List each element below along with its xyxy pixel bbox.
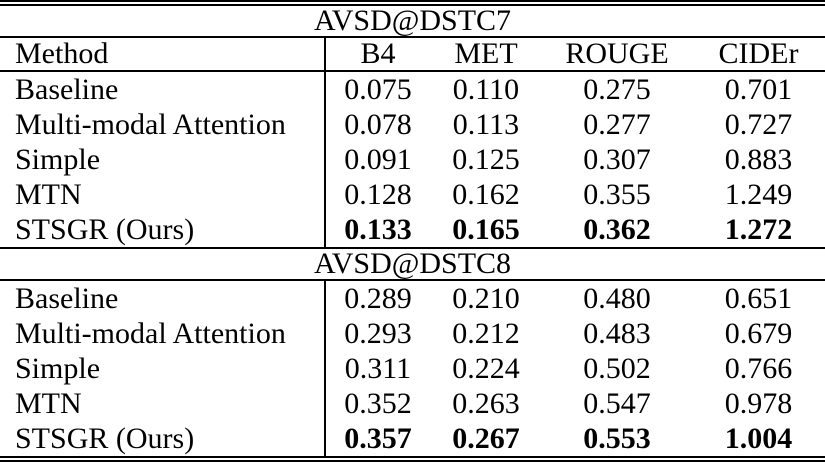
table-row: Simple 0.091 0.125 0.307 0.883 bbox=[0, 142, 825, 177]
value-cell-met: 0.267 bbox=[430, 421, 542, 462]
method-cell: MTN bbox=[0, 177, 326, 212]
column-header-row: Method B4 MET ROUGE CIDEr bbox=[0, 37, 825, 72]
value-cell-rouge: 0.483 bbox=[583, 316, 651, 350]
value-cell-rouge: 0.553 bbox=[542, 421, 692, 462]
value-cell-cider: 0.727 bbox=[724, 107, 793, 141]
value-cell-cider: 0.651 bbox=[724, 281, 793, 315]
method-cell: Simple bbox=[0, 142, 326, 177]
value-cell-b4: 0.091 bbox=[344, 142, 412, 176]
value-cell-cider: 0.679 bbox=[724, 316, 793, 350]
value-cell-met: 0.110 bbox=[452, 72, 520, 106]
value-cell-met: 0.165 bbox=[430, 212, 542, 249]
value-cell-b4: 0.357 bbox=[325, 421, 430, 462]
table-row-ours: STSGR (Ours) 0.357 0.267 0.553 1.004 bbox=[0, 421, 825, 462]
value-cell-rouge: 0.502 bbox=[583, 351, 651, 385]
method-cell: Baseline bbox=[0, 280, 326, 316]
value-cell-met: 0.125 bbox=[452, 142, 520, 176]
value-cell-b4: 0.311 bbox=[344, 351, 412, 385]
col-header-cider: CIDEr bbox=[692, 37, 825, 72]
value-cell-met: 0.212 bbox=[452, 316, 520, 350]
table-row-ours: STSGR (Ours) 0.133 0.165 0.362 1.272 bbox=[0, 212, 825, 249]
value-cell-b4: 0.075 bbox=[344, 72, 412, 106]
method-cell: Simple bbox=[0, 351, 326, 386]
value-cell-rouge: 0.355 bbox=[583, 177, 651, 211]
value-cell-rouge: 0.480 bbox=[583, 281, 651, 315]
table-row: Baseline 0.289 0.210 0.480 0.651 bbox=[0, 280, 825, 316]
value-cell-cider: 0.883 bbox=[724, 142, 793, 176]
value-cell-b4: 0.133 bbox=[325, 212, 430, 249]
method-cell: MTN bbox=[0, 386, 326, 421]
value-cell-cider: 0.978 bbox=[724, 386, 793, 420]
value-cell-rouge: 0.362 bbox=[542, 212, 692, 249]
col-header-method: Method bbox=[0, 37, 326, 72]
value-cell-b4: 0.293 bbox=[344, 316, 412, 350]
method-cell: Multi-modal Attention bbox=[0, 107, 326, 142]
method-cell: STSGR (Ours) bbox=[0, 421, 326, 462]
col-header-met: MET bbox=[430, 37, 542, 72]
method-cell: Multi-modal Attention bbox=[0, 316, 326, 351]
section-title-row-dstc7: AVSD@DSTC7 bbox=[0, 0, 825, 38]
value-cell-met: 0.210 bbox=[452, 281, 520, 315]
table-row: MTN 0.128 0.162 0.355 1.249 bbox=[0, 177, 825, 212]
section-title-dstc8: AVSD@DSTC8 bbox=[0, 248, 825, 281]
method-cell: Baseline bbox=[0, 71, 326, 107]
value-cell-b4: 0.078 bbox=[344, 107, 412, 141]
value-cell-rouge: 0.277 bbox=[583, 107, 651, 141]
value-cell-met: 0.263 bbox=[452, 386, 520, 420]
col-header-rouge: ROUGE bbox=[542, 37, 692, 72]
value-cell-cider: 1.249 bbox=[724, 177, 793, 211]
section-title-row-dstc8: AVSD@DSTC8 bbox=[0, 248, 825, 281]
value-cell-rouge: 0.307 bbox=[583, 142, 651, 176]
value-cell-rouge: 0.547 bbox=[583, 386, 651, 420]
value-cell-b4: 0.352 bbox=[344, 386, 412, 420]
value-cell-b4: 0.289 bbox=[344, 281, 412, 315]
table-row: Multi-modal Attention 0.078 0.113 0.277 … bbox=[0, 107, 825, 142]
table-row: MTN 0.352 0.263 0.547 0.978 bbox=[0, 386, 825, 421]
value-cell-cider: 1.272 bbox=[692, 212, 825, 249]
value-cell-met: 0.113 bbox=[452, 107, 520, 141]
value-cell-cider: 0.766 bbox=[724, 351, 793, 385]
col-header-b4: B4 bbox=[325, 37, 430, 72]
value-cell-rouge: 0.275 bbox=[583, 72, 651, 106]
value-cell-cider: 0.701 bbox=[724, 72, 793, 106]
value-cell-b4: 0.128 bbox=[344, 177, 412, 211]
value-cell-met: 0.224 bbox=[452, 351, 520, 385]
table-row: Multi-modal Attention 0.293 0.212 0.483 … bbox=[0, 316, 825, 351]
table-row: Simple 0.311 0.224 0.502 0.766 bbox=[0, 351, 825, 386]
table-row: Baseline 0.075 0.110 0.275 0.701 bbox=[0, 71, 825, 107]
value-cell-met: 0.162 bbox=[452, 177, 520, 211]
section-title-dstc7: AVSD@DSTC7 bbox=[0, 0, 825, 38]
method-cell: STSGR (Ours) bbox=[0, 212, 326, 249]
value-cell-cider: 1.004 bbox=[692, 421, 825, 462]
